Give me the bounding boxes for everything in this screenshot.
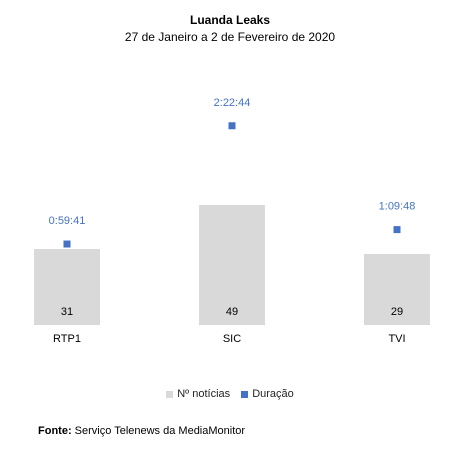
legend-item-duration: Duração xyxy=(241,388,294,400)
x-tick-label: SIC xyxy=(223,333,241,345)
bar-rtp1 xyxy=(34,249,100,325)
x-tick-label: TVI xyxy=(388,333,405,345)
source-label: Fonte: xyxy=(38,425,72,437)
chart-plot-area: 31 0:59:41 RTP1 49 2:22:44 SIC 29 1:09:48 TVI xyxy=(34,97,430,345)
duration-label: 0:59:41 xyxy=(49,215,86,227)
bar-tvi xyxy=(364,253,430,325)
duration-marker-sic xyxy=(228,122,236,130)
duration-marker-tvi xyxy=(393,226,401,234)
duration-marker-rtp1 xyxy=(63,240,71,248)
bar-value-label: 49 xyxy=(226,306,238,318)
source-text: Serviço Telenews da MediaMonitor xyxy=(71,425,246,437)
chart-legend: Nº notícias Duração xyxy=(0,388,460,401)
legend-swatch-duration xyxy=(241,390,249,398)
bar-value-label: 29 xyxy=(391,306,403,318)
duration-label: 2:22:44 xyxy=(214,97,251,109)
source-note: Fonte: Serviço Telenews da MediaMonitor xyxy=(38,425,245,437)
duration-label: 1:09:48 xyxy=(379,201,416,213)
legend-swatch-count xyxy=(166,390,174,398)
x-tick-label: RTP1 xyxy=(53,333,81,345)
chart-title: Luanda Leaks xyxy=(189,13,271,27)
legend-item-count: Nº notícias xyxy=(166,388,230,400)
legend-label-count: Nº notícias xyxy=(177,388,231,400)
legend-label-duration: Duração xyxy=(252,388,294,400)
bar-value-label: 31 xyxy=(61,306,73,318)
bar-sic xyxy=(199,204,265,325)
chart-subtitle: 27 de Janeiro a 2 de Fevereiro de 2020 xyxy=(124,30,336,44)
